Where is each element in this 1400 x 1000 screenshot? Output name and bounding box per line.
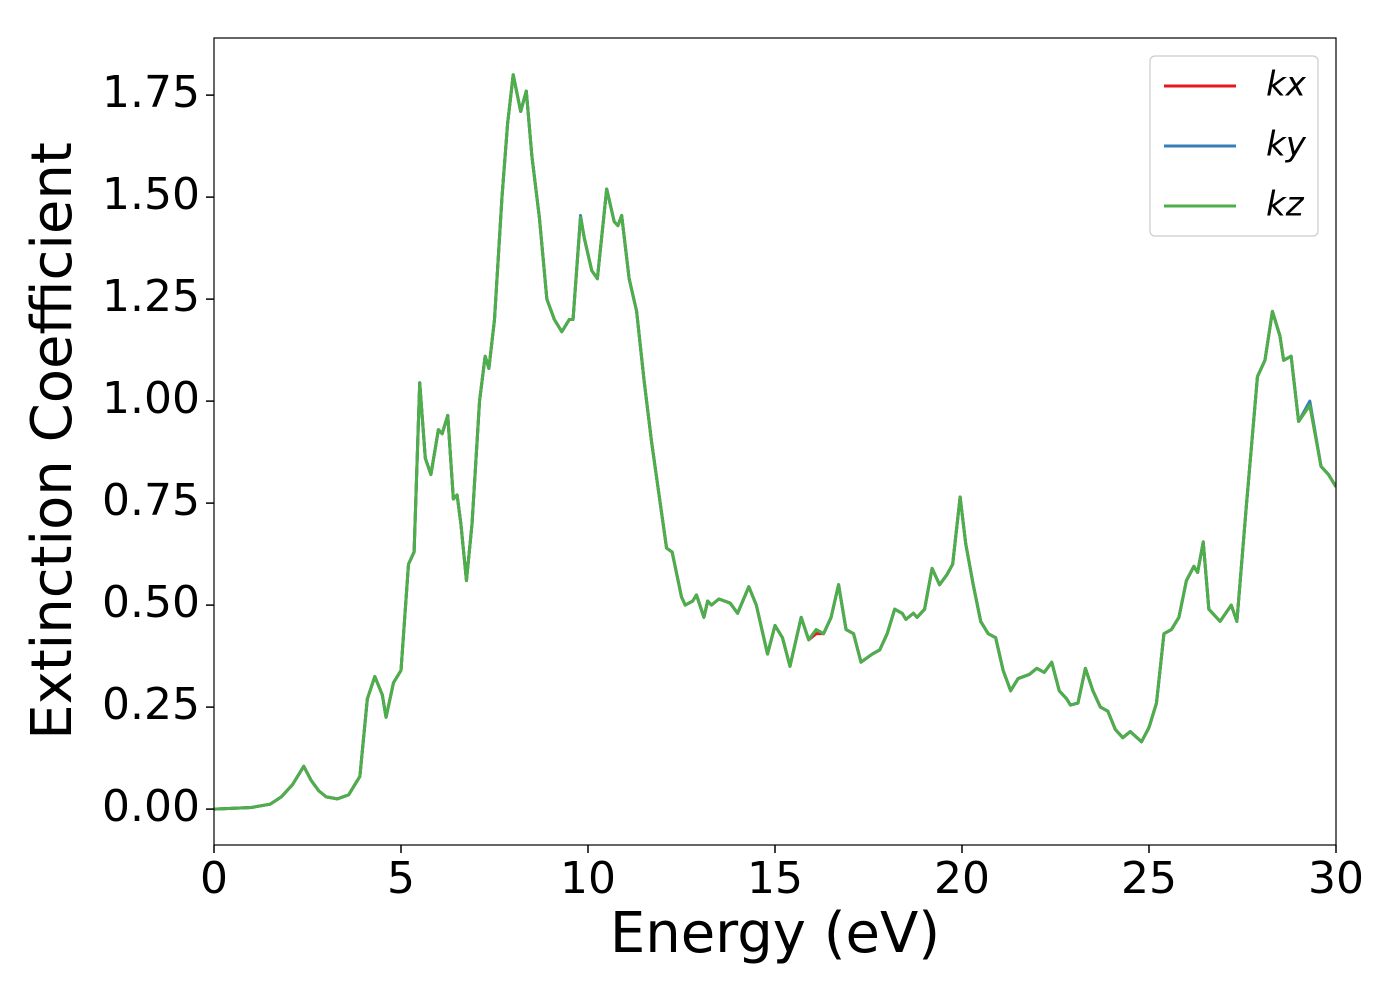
- x-tick-label: 20: [934, 853, 990, 904]
- legend-label: kx: [1266, 65, 1307, 105]
- y-tick-label: 1.75: [102, 67, 200, 118]
- y-tick-label: 1.00: [102, 373, 200, 424]
- y-tick-label: 0.00: [102, 781, 200, 832]
- y-axis-label: Extinction Coefficient: [20, 142, 85, 740]
- plot-frame: [213, 37, 1337, 846]
- series-line: [214, 73, 1336, 811]
- x-tick-label: 5: [387, 853, 415, 904]
- x-tick-label: 30: [1308, 853, 1364, 904]
- y-tick-label: 1.25: [102, 271, 200, 322]
- legend-label: ky: [1266, 125, 1307, 165]
- plot-lines: [214, 73, 1336, 811]
- y-tick-label: 1.50: [102, 169, 200, 220]
- y-tick-label: 0.75: [102, 475, 200, 526]
- x-tick-label: 15: [747, 853, 803, 904]
- x-tick-label: 25: [1121, 853, 1177, 904]
- x-tick-label: 0: [200, 853, 228, 904]
- legend-label: kz: [1266, 185, 1305, 225]
- y-tick-label: 0.50: [102, 577, 200, 628]
- x-tick-label: 10: [560, 853, 616, 904]
- x-axis-label: Energy (eV): [610, 901, 940, 966]
- y-tick-label: 0.25: [102, 679, 200, 730]
